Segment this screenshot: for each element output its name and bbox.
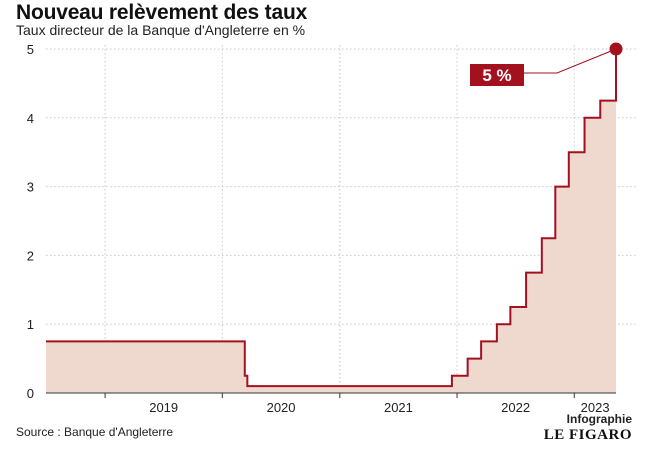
chart-title: Nouveau relèvement des taux (16, 1, 308, 24)
brand-logo: LE FIGARO (543, 427, 632, 443)
annotation-leader (524, 48, 617, 74)
y-tick-label: 2 (27, 248, 34, 263)
rate-line (46, 49, 617, 388)
credit-kicker: Infographie (566, 412, 632, 426)
x-tick-label: 2019 (149, 400, 178, 415)
y-tick-label: 3 (27, 180, 34, 195)
x-tick-label: 2020 (267, 400, 296, 415)
y-tick-label: 4 (27, 111, 34, 126)
credit: Infographie LE FIGARO (544, 412, 632, 444)
chart-subtitle: Taux directeur de la Banque d'Angleterre… (16, 22, 306, 38)
x-tick-label: 2023 (581, 400, 610, 415)
rate-area (46, 49, 616, 393)
annotation-label: 5 % (482, 66, 511, 85)
source-note: Source : Banque d'Angleterre (16, 425, 174, 439)
x-tick-label: 2022 (501, 400, 530, 415)
annotation-badge (470, 64, 524, 86)
y-tick-label: 5 (27, 42, 34, 57)
y-tick-label: 0 (27, 386, 34, 401)
endpoint-dot (609, 42, 623, 56)
y-tick-label: 1 (27, 317, 34, 332)
x-tick-label: 2021 (384, 400, 413, 415)
